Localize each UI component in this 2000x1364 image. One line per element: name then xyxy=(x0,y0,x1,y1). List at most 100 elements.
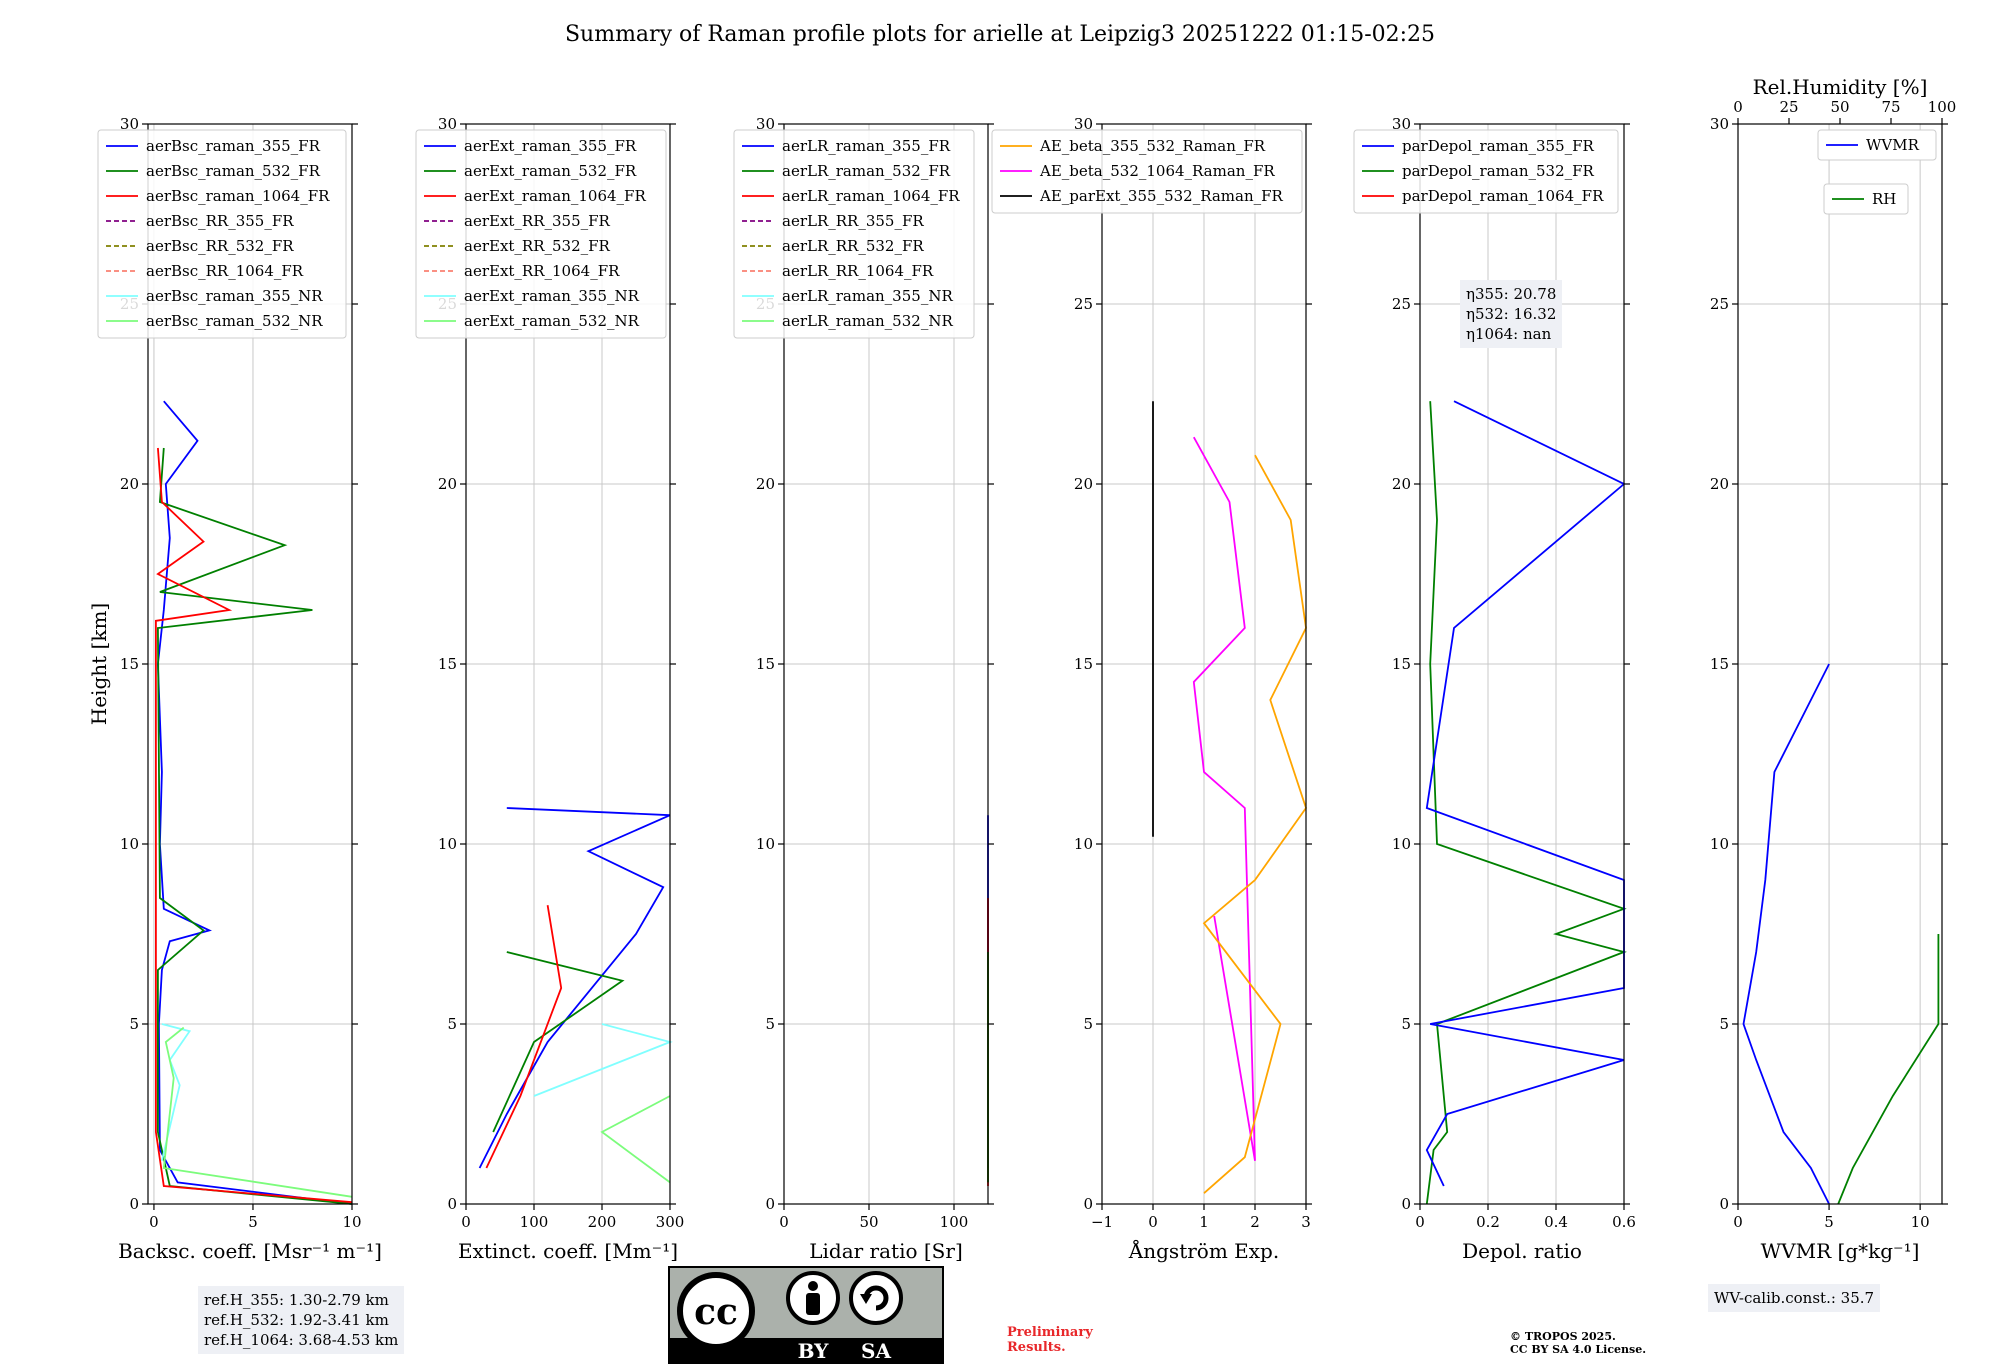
profile-line-red xyxy=(154,447,353,1204)
y-tick-label: 30 xyxy=(1074,115,1093,133)
y-tick-label: 10 xyxy=(1710,835,1729,853)
legend-label: aerLR_raman_532_NR xyxy=(782,312,953,330)
profile-line-blue xyxy=(156,400,353,1205)
legend-label: aerLR_raman_355_NR xyxy=(782,287,953,305)
y-tick-label: 0 xyxy=(1401,1195,1411,1213)
chart-panel-1: 0510152025300510Backsc. coeff. [Msr⁻¹ m⁻… xyxy=(97,115,382,1263)
copyright-line-1: © TROPOS 2025. xyxy=(1510,1330,1616,1343)
y-tick-label: 30 xyxy=(756,115,775,133)
legend-label: aerBsc_raman_1064_FR xyxy=(146,187,330,205)
ref-height-1064: ref.H_1064: 3.68-4.53 km xyxy=(204,1331,399,1349)
legend-label: aerBsc_raman_532_FR xyxy=(146,162,321,180)
y-tick-label: 5 xyxy=(765,1015,775,1033)
legend-box xyxy=(415,129,667,339)
legend-box xyxy=(1353,129,1619,214)
x-axis-label: Lidar ratio [Sr] xyxy=(809,1239,963,1263)
y-tick-label: 15 xyxy=(1074,655,1093,673)
x-tick-label: 0.6 xyxy=(1612,1213,1636,1231)
legend-label: parDepol_raman_532_FR xyxy=(1402,162,1595,180)
chart-panel-5: 0 5 10 15 20 25 30 0 0.2 0.4 0.6 Depol. ratio parDep… xyxy=(1353,115,1636,1263)
copyright-note: © TROPOS 2025. CC BY SA 4.0 License. xyxy=(1510,1330,1646,1356)
eta-1064: η1064: nan xyxy=(1466,325,1552,343)
legend-label: RH xyxy=(1872,190,1896,208)
x-tick-label: 5 xyxy=(1824,1213,1834,1231)
profile-line-green xyxy=(492,951,625,1133)
sa-label: SA xyxy=(861,1339,891,1363)
legend-label: aerExt_raman_532_FR xyxy=(464,162,637,180)
y-tick-label: 25 xyxy=(1392,295,1411,313)
top-x-tick-label: 75 xyxy=(1881,98,1900,116)
x-tick-label: 0 xyxy=(149,1213,159,1231)
y-tick-label: 0 xyxy=(447,1195,457,1213)
y-tick-label: 5 xyxy=(1401,1015,1411,1033)
legend-label: aerBsc_RR_355_FR xyxy=(146,212,294,230)
legend-label: WVMR xyxy=(1866,136,1920,154)
legend-label: aerExt_raman_355_NR xyxy=(464,287,640,305)
y-tick-label: 25 xyxy=(1710,295,1729,313)
cc-text: cc xyxy=(694,1291,738,1333)
legend-label: aerBsc_raman_355_NR xyxy=(146,287,323,305)
legend: AE_beta_355_532_Raman_FR AE_beta_532_1064… xyxy=(991,129,1303,214)
x-axis-label: WVMR [g*kg⁻¹] xyxy=(1761,1239,1920,1263)
legend-box xyxy=(1823,183,1909,215)
legend: aerBsc_raman_355_FR aerBsc_raman_532_FRae… xyxy=(97,129,347,339)
profile-line-orange xyxy=(1202,454,1307,1194)
x-tick-label: 300 xyxy=(656,1213,685,1231)
profile-line-red xyxy=(485,905,563,1169)
cc-by-sa-badge: cc BY SA xyxy=(668,1266,944,1364)
prelim-line-1: Preliminary xyxy=(1007,1325,1093,1340)
legend-label: aerBsc_RR_532_FR xyxy=(146,237,294,255)
legend-label: parDepol_raman_355_FR xyxy=(1402,137,1595,155)
legend: aerExt_raman_355_FR aerExt_raman_532_FRae… xyxy=(415,129,667,339)
legend-label: aerExt_RR_532_FR xyxy=(464,237,611,255)
x-tick-label: 200 xyxy=(588,1213,617,1231)
legend-label: aerLR_raman_355_FR xyxy=(782,137,951,155)
y-tick-label: 10 xyxy=(438,835,457,853)
y-tick-label: 25 xyxy=(1074,295,1093,313)
legend-label: aerExt_RR_355_FR xyxy=(464,212,611,230)
profile-line-magenta xyxy=(1192,436,1256,1161)
y-tick-label: 20 xyxy=(1710,475,1729,493)
y-tick-label: 30 xyxy=(120,115,139,133)
profile-line-blue xyxy=(1742,663,1830,1205)
chart-panel-3: 051015202530050100Lidar ratio [Sr]aerLR_… xyxy=(733,115,994,1263)
figure-title: Summary of Raman profile plots for ariel… xyxy=(564,22,1436,47)
y-tick-label: 5 xyxy=(447,1015,457,1033)
top-x-tick-label: 25 xyxy=(1779,98,1798,116)
legend-label: aerLR_RR_355_FR xyxy=(782,212,924,230)
legend-label: aerLR_RR_532_FR xyxy=(782,237,924,255)
x-axis-label: Backsc. coeff. [Msr⁻¹ m⁻¹] xyxy=(118,1239,382,1263)
legend-label: aerBsc_RR_1064_FR xyxy=(146,262,304,280)
y-tick-label: 15 xyxy=(438,655,457,673)
x-tick-label: −1 xyxy=(1091,1213,1113,1231)
y-tick-label: 10 xyxy=(756,835,775,853)
y-tick-label: 20 xyxy=(1074,475,1093,493)
prelim-line-2: Results. xyxy=(1007,1340,1066,1355)
y-tick-label: 10 xyxy=(1074,835,1093,853)
chart-panel-2: 0510152025300100200300Extinct. coeff. [M… xyxy=(415,115,685,1263)
y-tick-label: 10 xyxy=(1392,835,1411,853)
legend-label: aerExt_raman_1064_FR xyxy=(464,187,646,205)
legend-label: aerBsc_raman_355_FR xyxy=(146,137,321,155)
y-tick-label: 15 xyxy=(756,655,775,673)
legend-label: aerExt_raman_532_NR xyxy=(464,312,640,330)
y-tick-label: 0 xyxy=(765,1195,775,1213)
x-tick-label: 0 xyxy=(1415,1213,1425,1231)
legend-label: aerLR_raman_1064_FR xyxy=(782,187,960,205)
ref-height-355: ref.H_355: 1.30-2.79 km xyxy=(204,1291,389,1309)
legend-label: AE_parExt_355_532_Raman_FR xyxy=(1039,187,1284,205)
legend-label: aerBsc_raman_532_NR xyxy=(146,312,323,330)
x-axis-label: Depol. ratio xyxy=(1462,1239,1582,1263)
legend-label: aerLR_RR_1064_FR xyxy=(782,262,934,280)
by-label: BY xyxy=(798,1339,830,1363)
profile-line-lightgreen xyxy=(600,1095,671,1184)
x-tick-label: 0.4 xyxy=(1544,1213,1568,1231)
x-tick-label: 50 xyxy=(859,1213,878,1231)
legend: parDepol_raman_355_FR parDepol_raman_532_… xyxy=(1353,129,1619,214)
top-axis-label: Rel.Humidity [%] xyxy=(1753,75,1928,99)
profile-line-green xyxy=(156,447,353,1205)
x-tick-label: 1 xyxy=(1199,1213,1209,1231)
